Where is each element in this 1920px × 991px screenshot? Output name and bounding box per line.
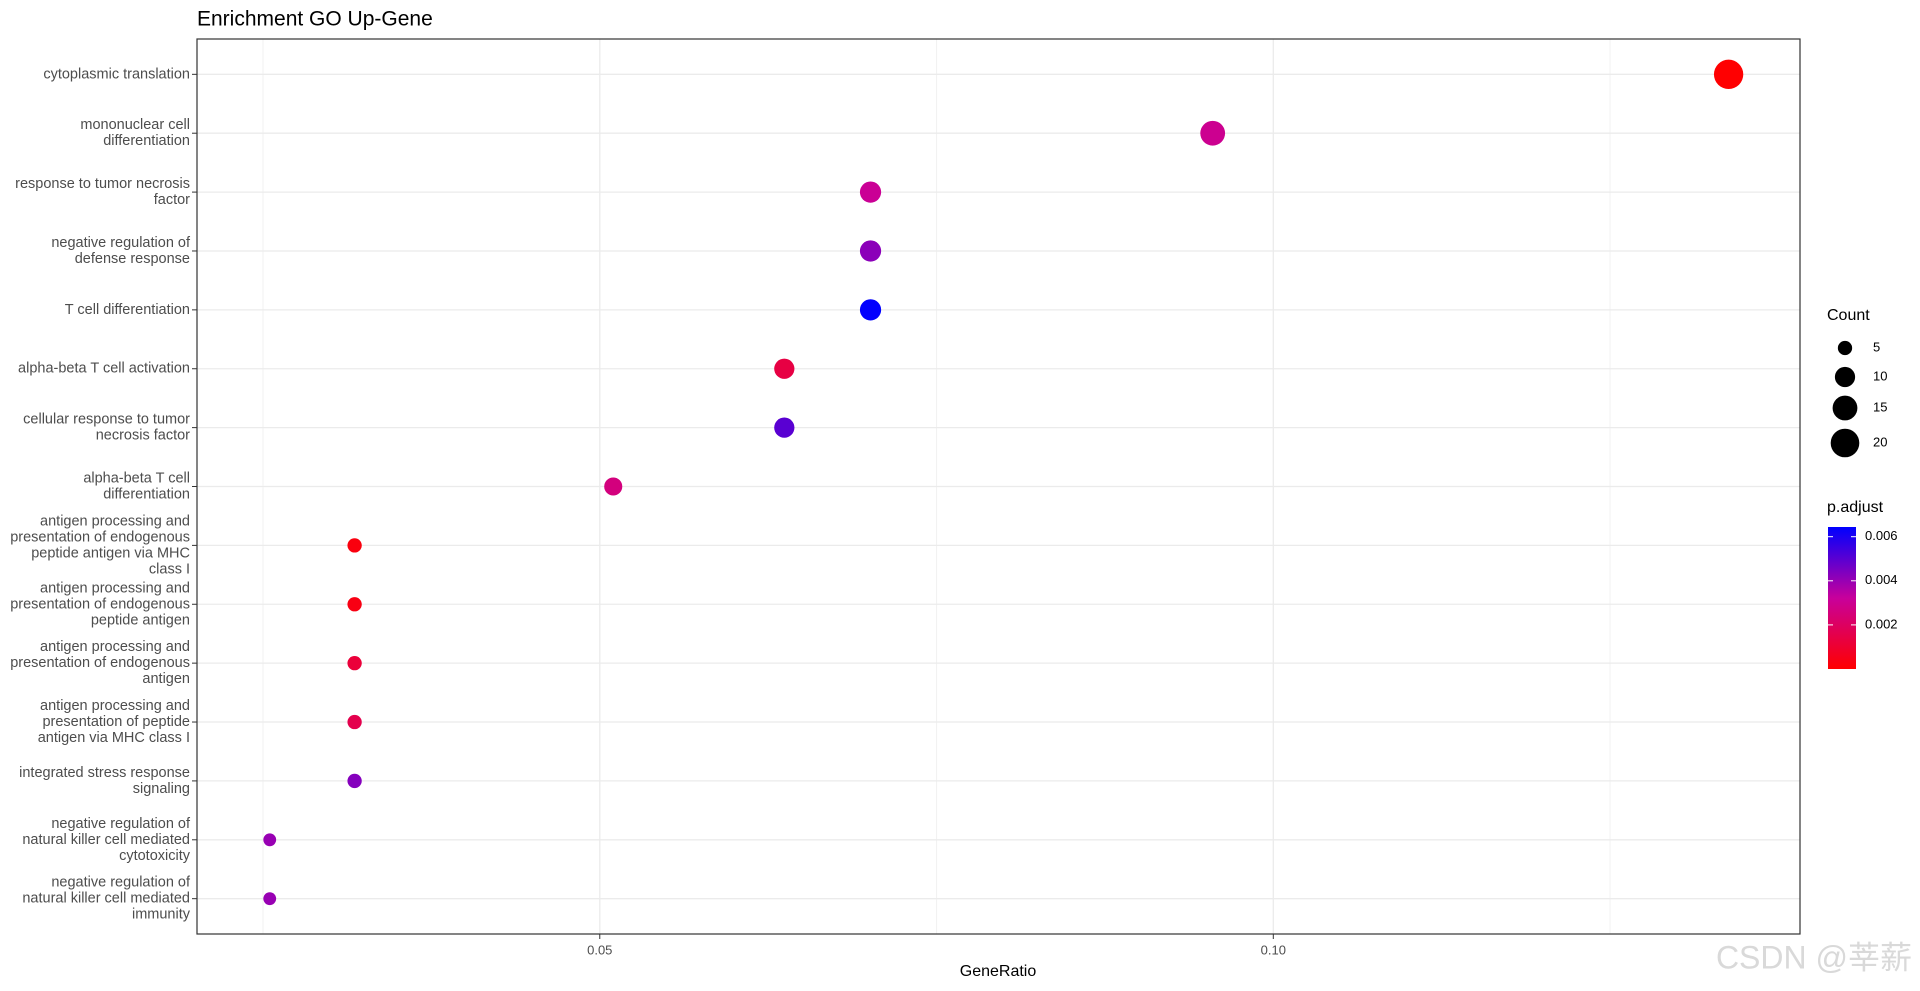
colorbar-label: 0.002 (1865, 616, 1898, 631)
panel-border (196, 38, 1801, 935)
colorbar-label: 0.004 (1865, 572, 1898, 587)
dot (347, 655, 362, 671)
y-tick-label: alpha-beta T cell activation (18, 361, 190, 377)
x-axis-label: GeneRatio (960, 963, 1037, 980)
legend-dot (1837, 340, 1853, 356)
legend-dot (1832, 395, 1858, 421)
y-tick-label: antigen processing and presentation of en… (10, 513, 190, 577)
y-tick-label: T cell differentiation (65, 302, 190, 318)
watermark: CSDN @莘薪 (1716, 939, 1912, 975)
colorbar (1828, 527, 1856, 669)
y-tick-label: integrated stress response signaling (19, 765, 190, 797)
legend-label: 5 (1873, 339, 1880, 354)
dot (263, 892, 277, 906)
dot (1713, 59, 1744, 89)
dot (347, 714, 362, 730)
dot (774, 417, 795, 438)
y-tick-label: mononuclear cell differentiation (80, 117, 190, 149)
y-tick-label: antigen processing and presentation of en… (10, 580, 190, 628)
y-tick-label: negative regulation of natural killer cel… (22, 874, 191, 922)
legend-title: p.adjust (1827, 499, 1884, 516)
legend-title: Count (1827, 307, 1870, 324)
dot (263, 833, 277, 847)
legend-dot (1834, 366, 1856, 388)
dot (859, 299, 882, 321)
dot (347, 538, 362, 553)
y-tick-label: cellular response to tumor necrosis facto… (23, 411, 190, 443)
y-tick-label: negative regulation of defense response (51, 235, 191, 267)
y-tick-label: response to tumor necrosis factor (15, 176, 190, 208)
y-tick-label: alpha-beta T cell differentiation (83, 470, 190, 502)
x-tick-label: 0.05 (587, 942, 612, 957)
dot (774, 358, 795, 379)
legend-label: 10 (1873, 368, 1887, 383)
colorbar-label: 0.006 (1865, 528, 1898, 543)
dot (347, 597, 362, 612)
x-tick-label: 0.10 (1261, 942, 1286, 957)
y-tick-label: antigen processing and presentation of pe… (38, 698, 190, 746)
y-tick-label: negative regulation of natural killer cel… (22, 816, 191, 864)
dot (347, 773, 362, 789)
chart-title: Enrichment GO Up-Gene (197, 8, 433, 31)
legend-dot (1830, 428, 1860, 458)
dot (604, 477, 623, 496)
dot (859, 240, 882, 262)
y-tick-label: antigen processing and presentation of en… (10, 639, 190, 687)
dot (1200, 120, 1226, 146)
legend-label: 15 (1873, 399, 1887, 414)
y-tick-label: cytoplasmic translation (43, 66, 190, 82)
dot (859, 181, 882, 203)
legend-label: 20 (1873, 434, 1887, 449)
